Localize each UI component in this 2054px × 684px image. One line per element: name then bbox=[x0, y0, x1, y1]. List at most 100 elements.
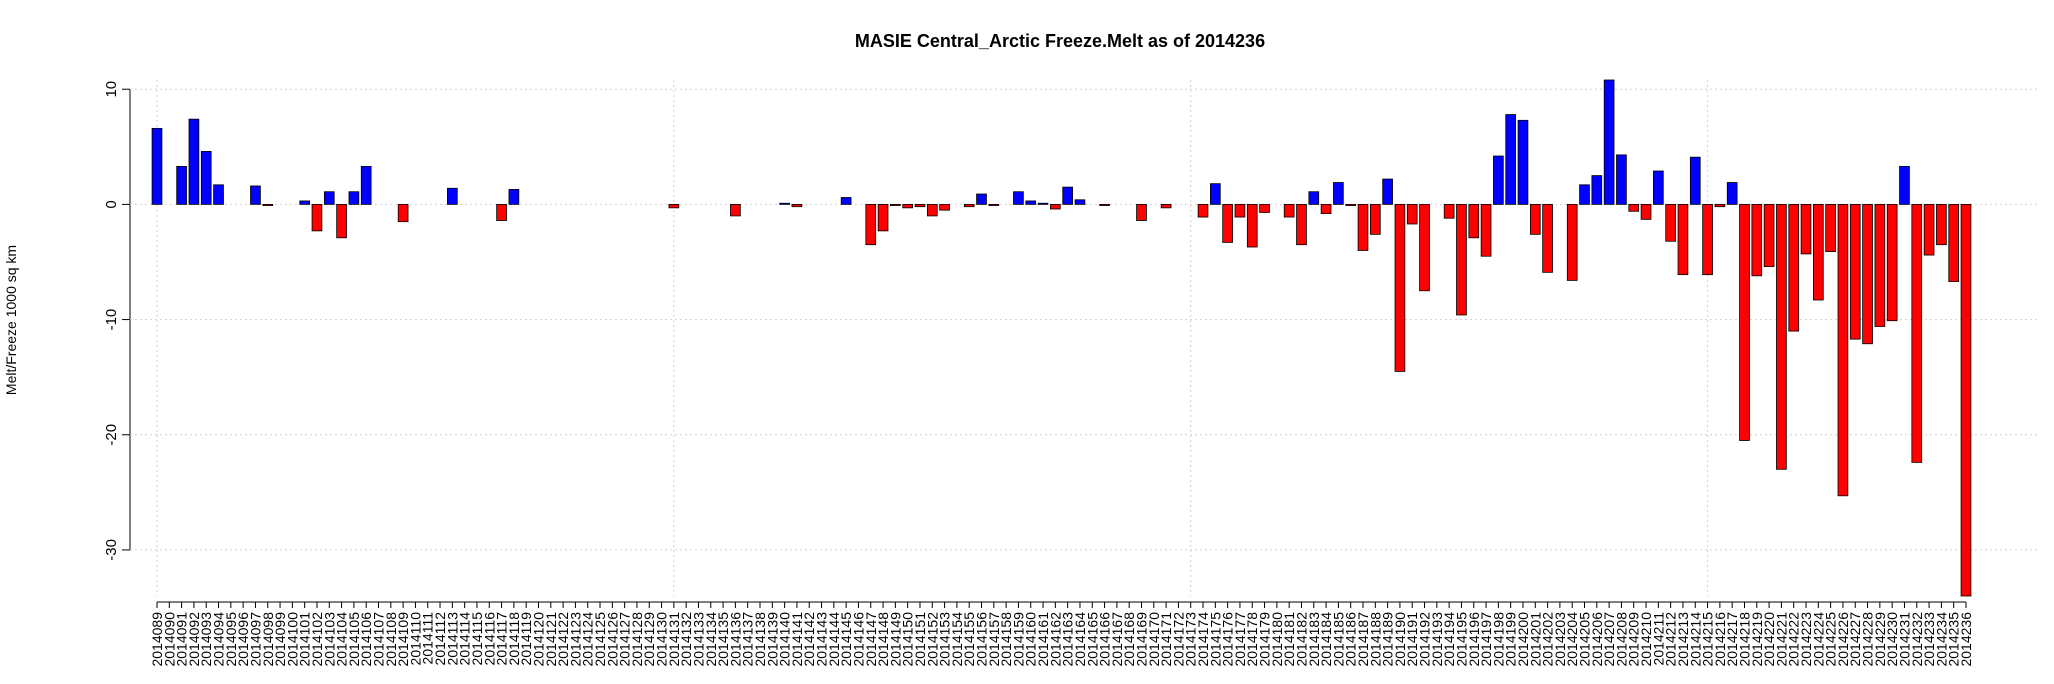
x-tick-label: 2014127 bbox=[617, 612, 633, 667]
bar bbox=[1739, 203, 1750, 441]
bar bbox=[791, 203, 803, 208]
x-tick-label: 2014204 bbox=[1564, 612, 1580, 667]
bar bbox=[1763, 203, 1775, 267]
x-tick-label: 2014190 bbox=[1392, 612, 1408, 667]
bar bbox=[1320, 203, 1332, 215]
bar bbox=[1751, 203, 1763, 277]
x-tick-label: 2014128 bbox=[629, 612, 645, 667]
bar bbox=[151, 127, 163, 205]
bar bbox=[1923, 203, 1935, 256]
bar bbox=[1222, 203, 1233, 243]
x-tick-label: 2014124 bbox=[580, 612, 596, 667]
x-tick-label: 2014129 bbox=[641, 612, 657, 667]
x-tick-label: 2014195 bbox=[1453, 612, 1469, 667]
x-tick-label: 2014176 bbox=[1220, 612, 1236, 667]
y-tick-label: -30 bbox=[103, 539, 120, 561]
x-tick-label: 2014120 bbox=[530, 612, 546, 667]
bar bbox=[1529, 203, 1541, 235]
y-tick-label: -20 bbox=[103, 424, 120, 446]
x-tick-label: 2014205 bbox=[1577, 612, 1593, 667]
bar bbox=[188, 118, 200, 205]
x-tick-label: 2014146 bbox=[850, 612, 866, 667]
x-tick-label: 2014179 bbox=[1257, 612, 1273, 667]
x-tick-label: 2014194 bbox=[1441, 612, 1457, 667]
x-tick-label: 2014100 bbox=[284, 612, 300, 667]
x-tick-label: 2014140 bbox=[777, 612, 793, 667]
x-tick-label: 2014150 bbox=[900, 612, 916, 667]
bar bbox=[1517, 119, 1529, 205]
x-tick-label: 2014193 bbox=[1429, 612, 1445, 667]
x-tick-label: 2014141 bbox=[789, 612, 805, 667]
x-tick-label: 2014173 bbox=[1183, 612, 1199, 667]
x-tick-label: 2014200 bbox=[1515, 612, 1531, 667]
bar bbox=[1345, 203, 1357, 206]
x-tick-label: 2014177 bbox=[1232, 612, 1248, 667]
bar bbox=[496, 203, 507, 221]
bar bbox=[1369, 203, 1381, 235]
bar bbox=[1702, 203, 1713, 276]
x-tick-label: 2014175 bbox=[1207, 612, 1223, 667]
x-tick-label: 2014091 bbox=[174, 612, 190, 667]
x-tick-label: 2014171 bbox=[1158, 612, 1174, 667]
x-tick-label: 2014158 bbox=[998, 612, 1014, 667]
x-tick-label: 2014106 bbox=[358, 612, 374, 667]
x-tick-label: 2014104 bbox=[334, 612, 350, 667]
bar bbox=[914, 203, 926, 208]
x-tick-label: 2014157 bbox=[986, 612, 1002, 667]
bar bbox=[1911, 203, 1923, 463]
x-tick-label: 2014217 bbox=[1724, 612, 1740, 667]
x-tick-label: 2014136 bbox=[727, 612, 743, 667]
x-tick-label: 2014225 bbox=[1823, 612, 1839, 667]
bar bbox=[1813, 203, 1824, 301]
y-tick-label: 0 bbox=[103, 200, 120, 208]
bar bbox=[939, 203, 950, 211]
x-tick-label: 2014103 bbox=[321, 612, 337, 667]
x-tick-label: 2014097 bbox=[247, 612, 263, 667]
x-tick-label: 2014196 bbox=[1466, 612, 1482, 667]
x-tick-label: 2014202 bbox=[1540, 612, 1556, 667]
x-tick-label: 2014233 bbox=[1921, 612, 1937, 667]
bar bbox=[1505, 114, 1516, 205]
x-tick-label: 2014111 bbox=[420, 612, 436, 665]
x-tick-label: 2014134 bbox=[703, 612, 719, 667]
x-tick-label: 2014183 bbox=[1306, 612, 1322, 667]
bar bbox=[1456, 203, 1467, 316]
bar bbox=[200, 151, 212, 205]
bar bbox=[1665, 203, 1676, 242]
x-tick-label: 2014138 bbox=[752, 612, 768, 667]
x-tick-label: 2014109 bbox=[395, 612, 411, 667]
x-tick-label: 2014211 bbox=[1650, 612, 1666, 666]
x-tick-label: 2014143 bbox=[814, 612, 830, 667]
x-tick-label: 2014189 bbox=[1380, 612, 1396, 667]
x-tick-label: 2014201 bbox=[1527, 612, 1543, 667]
bar bbox=[1443, 203, 1455, 219]
x-tick-label: 2014148 bbox=[875, 612, 891, 667]
x-tick-label: 2014227 bbox=[1847, 612, 1863, 667]
bar bbox=[1308, 191, 1320, 205]
x-tick-label: 2014169 bbox=[1133, 612, 1149, 667]
x-tick-label: 2014215 bbox=[1700, 612, 1716, 667]
x-tick-label: 2014197 bbox=[1478, 612, 1494, 667]
bar bbox=[1210, 183, 1221, 205]
bar bbox=[730, 203, 741, 217]
x-tick-label: 2014163 bbox=[1060, 612, 1076, 667]
bar bbox=[1579, 184, 1590, 205]
x-tick-label: 2014234 bbox=[1933, 612, 1949, 667]
x-tick-label: 2014090 bbox=[161, 612, 177, 667]
x-tick-label: 2014147 bbox=[863, 612, 879, 667]
bar bbox=[1025, 200, 1037, 205]
x-tick-label: 2014231 bbox=[1896, 612, 1912, 667]
bar bbox=[1874, 203, 1886, 327]
bar bbox=[1603, 79, 1615, 205]
bar bbox=[397, 203, 409, 223]
x-tick-label: 2014224 bbox=[1810, 612, 1826, 667]
bar bbox=[1468, 203, 1480, 239]
x-tick-label: 2014092 bbox=[186, 612, 202, 667]
bar bbox=[976, 193, 987, 205]
x-tick-label: 2014095 bbox=[223, 612, 239, 667]
bar bbox=[1653, 170, 1664, 205]
x-tick-label: 2014210 bbox=[1638, 612, 1654, 667]
x-tick-label: 2014208 bbox=[1613, 612, 1629, 667]
x-tick-label: 2014223 bbox=[1798, 612, 1814, 667]
x-tick-label: 2014107 bbox=[371, 612, 387, 667]
